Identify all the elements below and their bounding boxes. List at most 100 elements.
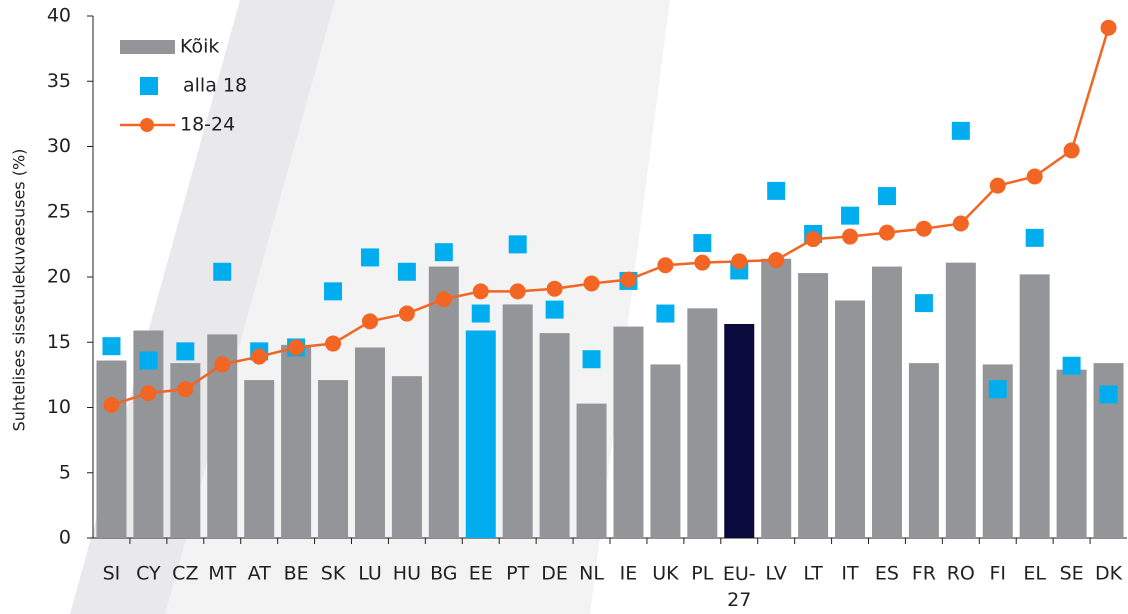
x-tick-label: IT: [841, 563, 859, 585]
x-tick-label: FR: [912, 563, 936, 585]
square-marker: [360, 248, 379, 267]
line: [111, 27, 1110, 407]
square-marker: [1062, 356, 1081, 375]
y-tick-label: 15: [47, 331, 71, 353]
x-tick-label: UK: [652, 563, 679, 585]
line-marker: [805, 231, 822, 248]
bar: [465, 330, 496, 538]
bar: [502, 304, 533, 538]
square-marker: [213, 262, 232, 281]
line-marker: [177, 381, 194, 398]
square-marker: [582, 350, 601, 369]
x-tick-label: MT: [208, 563, 236, 585]
square-marker: [1025, 228, 1044, 247]
square-marker: [176, 342, 195, 361]
bar: [613, 326, 644, 538]
bar: [576, 403, 607, 538]
square-marker: [102, 337, 121, 356]
line-marker: [1063, 142, 1080, 159]
x-tick-label: SK: [321, 563, 346, 585]
square-marker: [951, 121, 970, 140]
bar: [761, 258, 792, 538]
x-tick-label: CY: [136, 563, 161, 585]
line-marker: [768, 252, 785, 269]
y-tick-label: 25: [47, 200, 71, 222]
line-marker: [583, 275, 600, 292]
line-marker: [915, 220, 932, 237]
bar: [724, 323, 755, 538]
line-marker: [989, 177, 1006, 194]
y-tick-label: 0: [59, 527, 71, 549]
square-marker: [914, 294, 933, 313]
line-marker: [1026, 168, 1043, 185]
bar: [244, 380, 275, 538]
y-tick-label: 5: [59, 461, 71, 483]
bar: [908, 363, 939, 538]
x-tick-label: AT: [248, 563, 272, 585]
x-tick-label: DE: [541, 563, 568, 585]
x-tick-label: PT: [506, 563, 529, 585]
legend-swatch: [120, 40, 175, 54]
square-marker: [656, 304, 675, 323]
bar: [428, 266, 459, 538]
bar: [650, 364, 681, 538]
square-marker: [324, 282, 343, 301]
line-marker: [214, 356, 231, 373]
bar: [687, 308, 718, 538]
x-tick-label: FI: [989, 563, 1006, 585]
x-tick-label: HU: [393, 563, 421, 585]
bar: [945, 262, 976, 538]
x-tick-label: IE: [620, 563, 638, 585]
square-marker: [693, 234, 712, 253]
bar: [1056, 369, 1087, 538]
line-marker: [546, 280, 563, 297]
legend-label: alla 18: [183, 75, 247, 97]
line-marker: [878, 224, 895, 241]
line-marker: [509, 283, 526, 300]
line-marker: [1100, 19, 1117, 36]
line-marker: [657, 257, 674, 274]
x-tick-label: ES: [875, 563, 899, 585]
bar: [318, 380, 349, 538]
bar: [798, 273, 829, 538]
x-tick-label-part: 27: [727, 589, 751, 611]
bar: [835, 300, 866, 538]
line-marker: [103, 396, 120, 413]
bar: [354, 347, 385, 538]
line-marker: [140, 385, 157, 402]
bar: [281, 344, 312, 538]
line-marker: [731, 253, 748, 270]
x-tick-label: PL: [691, 563, 713, 585]
square-marker: [767, 181, 786, 200]
x-tick-label: SI: [103, 563, 121, 585]
line-marker: [842, 228, 859, 245]
bar: [871, 266, 902, 538]
x-tick-label: EL: [1023, 563, 1046, 585]
x-tick-label: CZ: [172, 563, 198, 585]
line-marker: [251, 348, 268, 365]
bar: [391, 376, 422, 538]
square-marker: [1099, 385, 1118, 404]
square-marker: [139, 351, 158, 370]
x-tick-label: LV: [765, 563, 787, 585]
line-marker: [694, 254, 711, 271]
x-tick-label: EU- 27: [723, 563, 756, 611]
x-tick-label-part: EU-: [723, 563, 756, 585]
square-marker: [545, 300, 564, 319]
line-marker: [288, 339, 305, 356]
line-marker: [472, 283, 489, 300]
legend-label: 18-24: [180, 114, 235, 136]
bar: [1019, 274, 1050, 538]
x-tick-label: LT: [803, 563, 823, 585]
x-tick-label: NL: [579, 563, 604, 585]
x-tick-label: EE: [469, 563, 493, 585]
x-tick-label: RO: [947, 563, 975, 585]
x-tick-label: SE: [1060, 563, 1084, 585]
line-marker: [398, 305, 415, 322]
x-tick-label: BE: [284, 563, 309, 585]
square-marker: [877, 187, 896, 206]
y-tick-label: 35: [47, 70, 71, 92]
square-marker: [471, 304, 490, 323]
line-marker: [952, 215, 969, 232]
